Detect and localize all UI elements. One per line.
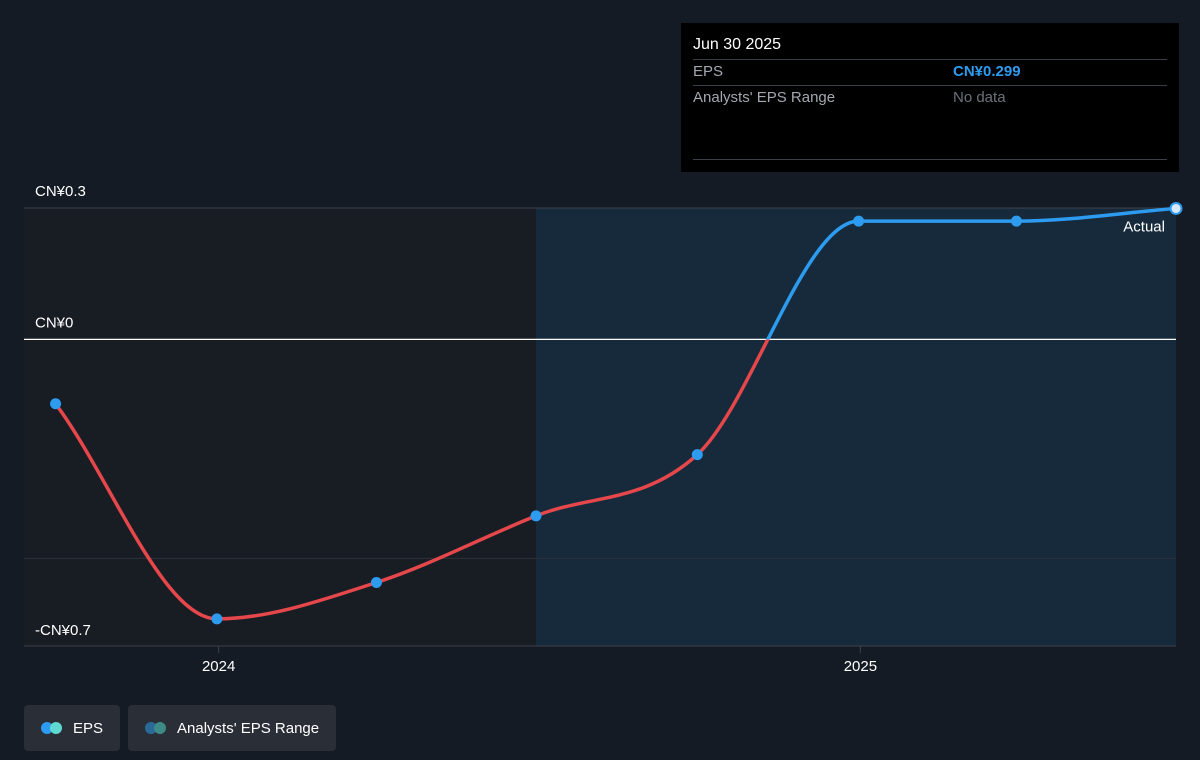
eps-line-positive — [765, 206, 1177, 340]
eps-point — [530, 510, 542, 522]
tooltip-eps-label: EPS — [693, 63, 724, 80]
legend-eps-label: EPS — [73, 719, 104, 737]
tooltip-row-eps: EPS CN¥0.299 — [693, 59, 1167, 85]
x-tick-label: 2024 — [202, 658, 235, 675]
tooltip-date: Jun 30 2025 — [693, 36, 782, 53]
x-tick-label: 2025 — [844, 658, 877, 675]
gridlines — [24, 207, 1176, 647]
legend-eps-dots — [41, 722, 63, 734]
x-tick-labels: 2024 2025 — [202, 646, 877, 675]
tooltip: Jun 30 2025 EPS CN¥0.299 Analysts' EPS R… — [681, 23, 1179, 172]
eps-point — [370, 576, 382, 588]
tooltip-range-value: No data — [953, 89, 1006, 106]
eps-point — [1169, 201, 1183, 215]
eps-points — [50, 201, 1183, 625]
y-tick-label: CN¥0.3 — [35, 183, 86, 200]
actual-annotation: Actual — [1123, 218, 1165, 235]
tooltip-divider — [693, 159, 1167, 160]
tooltip-range-label: Analysts' EPS Range — [693, 89, 836, 106]
forecast-region — [536, 208, 1176, 646]
legend-item-eps[interactable]: EPS — [24, 705, 121, 751]
tooltip-eps-value: CN¥0.299 — [953, 63, 1021, 80]
past-region — [24, 208, 536, 646]
legend-item-analysts-range[interactable]: Analysts' EPS Range — [128, 705, 337, 751]
y-tick-label: -CN¥0.7 — [35, 622, 91, 639]
legend-range-dots — [145, 722, 167, 734]
tooltip-row-range: Analysts' EPS Range No data — [693, 85, 1167, 111]
y-tick-labels: CN¥0.3 CN¥0 -CN¥0.7 — [35, 183, 91, 639]
legend: EPS Analysts' EPS Range — [24, 705, 337, 751]
eps-point — [50, 398, 62, 410]
eps-point — [211, 613, 223, 625]
eps-point — [853, 215, 865, 227]
eps-point — [1010, 215, 1022, 227]
legend-range-label: Analysts' EPS Range — [177, 719, 320, 737]
y-tick-label: CN¥0 — [35, 314, 73, 331]
eps-point — [691, 449, 703, 461]
